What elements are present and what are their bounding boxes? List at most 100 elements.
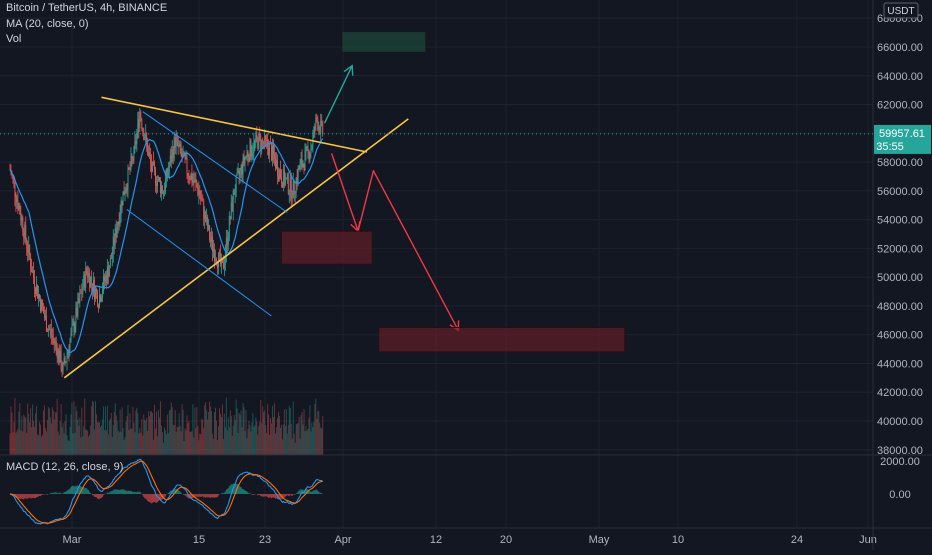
candle-body (165, 179, 166, 192)
volume-bar (165, 430, 166, 455)
vol-legend[interactable]: Vol (6, 33, 21, 45)
candle-body (225, 253, 226, 263)
candle-body (278, 176, 279, 179)
last-price-label: 59957.61 (879, 128, 925, 140)
ma-legend[interactable]: MA (20, close, 0) (6, 18, 89, 30)
macd-histogram-bar (261, 494, 262, 496)
volume-bar (250, 431, 251, 455)
volume-bar (103, 406, 104, 455)
macd-histogram-bar (32, 494, 33, 498)
volume-bar (229, 427, 230, 455)
candle-body (307, 146, 308, 147)
candle-body (244, 156, 245, 163)
candle-body (105, 275, 106, 281)
candle-body (263, 142, 264, 144)
candle-body (235, 192, 236, 195)
volume-bar (304, 409, 305, 455)
volume-bar (282, 439, 283, 455)
macd-histogram-bar (71, 487, 72, 494)
time-tick-label: Jun (859, 534, 877, 546)
candle-body (64, 359, 65, 364)
candle-body (72, 325, 73, 332)
vol-legend-label[interactable]: Vol (6, 33, 21, 45)
volume-bar (276, 427, 277, 455)
candle-body (250, 141, 251, 157)
macd-histogram-bar (226, 490, 227, 494)
macd-histogram-bar (178, 490, 179, 494)
volume-bar (80, 438, 81, 455)
volume-bar (280, 428, 281, 455)
candle-body (96, 289, 97, 292)
volume-bar (147, 431, 148, 455)
candle-body (220, 253, 221, 264)
macd-histogram-bar (19, 494, 20, 499)
volume-bar (140, 433, 141, 455)
candle-body (196, 182, 197, 187)
volume-bar (185, 428, 186, 455)
volume-bar (135, 411, 136, 455)
candle-body (266, 139, 267, 140)
macd-histogram-bar (93, 494, 94, 495)
macd-histogram-bar (112, 491, 113, 494)
macd-histogram-bar (89, 492, 90, 494)
candle-body (293, 181, 294, 198)
macd-histogram-bar (125, 490, 126, 494)
macd-histogram-bar (37, 494, 38, 497)
volume-bar (180, 426, 181, 455)
ma-legend-label[interactable]: MA (20, close, 0) (6, 18, 89, 30)
volume-bar (202, 420, 203, 455)
macd-legend[interactable]: MACD (12, 26, close, 9) (6, 461, 123, 473)
candle-body (20, 214, 21, 220)
macd-histogram-bar (59, 493, 60, 494)
candle-body (15, 197, 16, 202)
candle-body (272, 145, 273, 160)
macd-histogram-bar (109, 492, 110, 494)
volume-bar (136, 408, 137, 455)
macd-histogram-bar (30, 494, 31, 498)
volume-bar (290, 408, 291, 455)
candle-body (302, 159, 303, 167)
macd-histogram-bar (130, 491, 131, 494)
macd-histogram-bar (121, 489, 122, 494)
volume-bar (288, 425, 289, 455)
macd-histogram-bar (179, 491, 180, 494)
candle-body (34, 278, 35, 288)
candle-body (62, 370, 63, 371)
candle-body (88, 273, 89, 278)
candle-body (28, 245, 29, 253)
macd-histogram-bar (260, 494, 261, 496)
volume-bar (306, 426, 307, 455)
volume-bar (289, 406, 290, 455)
volume-bar (291, 424, 292, 455)
volume-bar (112, 437, 113, 455)
symbol-title[interactable]: Bitcoin / TetherUS, 4h, BINANCE (6, 2, 167, 14)
volume-bar (82, 436, 83, 455)
volume-bar (232, 436, 233, 455)
price-tick-label: 52000.00 (877, 243, 923, 255)
macd-histogram-bar (58, 493, 59, 494)
volume-bar (207, 420, 208, 455)
macd-histogram-bar (253, 494, 254, 495)
candle-body (229, 216, 230, 238)
candle-body (72, 323, 73, 325)
candle-body (290, 177, 291, 192)
macd-histogram-bar (137, 491, 138, 494)
candle-body (162, 186, 163, 193)
symbol-legend[interactable]: Bitcoin / TetherUS, 4h, BINANCE (6, 2, 167, 14)
volume-bar (44, 405, 45, 455)
macd-legend-label[interactable]: MACD (12, 26, close, 9) (6, 461, 123, 473)
candle-body (67, 355, 68, 362)
macd-histogram-bar (145, 494, 146, 499)
candle-body (107, 266, 108, 283)
macd-histogram-bar (268, 494, 269, 498)
time-tick-label: Mar (63, 534, 82, 546)
volume-bar (35, 413, 36, 455)
macd-histogram-bar (40, 494, 41, 496)
candle-body (285, 179, 286, 185)
macd-histogram-bar (31, 494, 32, 498)
macd-histogram-bar (26, 494, 27, 499)
volume-bar (151, 411, 152, 455)
candle-body (108, 266, 109, 277)
